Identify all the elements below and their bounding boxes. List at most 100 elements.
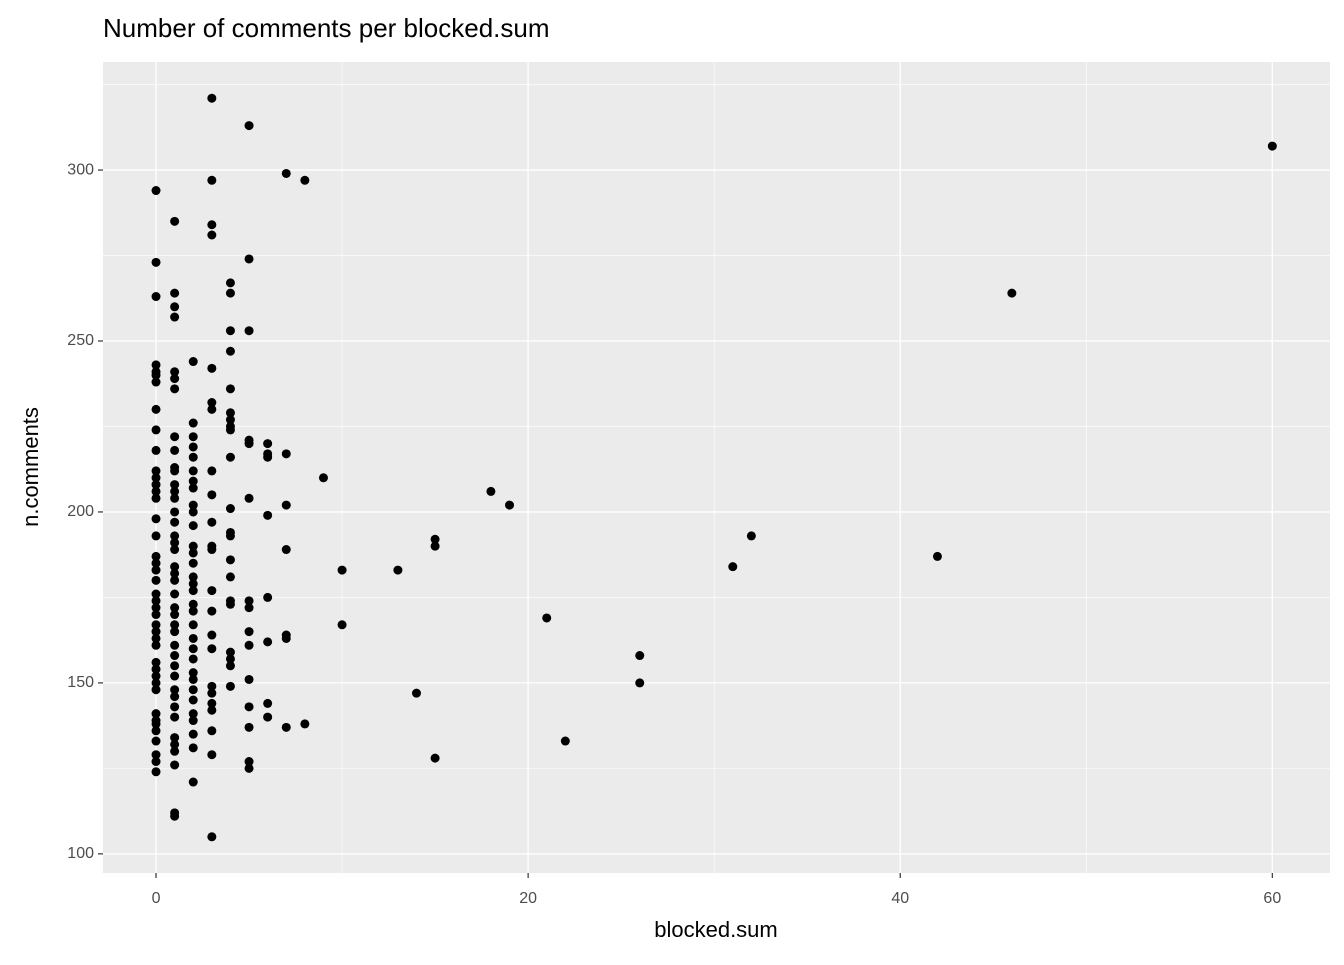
point: [151, 678, 161, 688]
point: [170, 480, 180, 490]
point: [170, 531, 180, 541]
point: [263, 452, 273, 462]
y-tick-label: 100: [67, 845, 94, 862]
point: [207, 630, 217, 640]
point: [151, 257, 161, 267]
point: [151, 186, 161, 196]
point: [263, 698, 273, 708]
point: [188, 668, 198, 678]
point: [151, 370, 161, 380]
point: [188, 644, 198, 654]
point: [188, 541, 198, 551]
point: [188, 432, 198, 442]
point: [170, 811, 180, 821]
point: [225, 654, 235, 664]
point: [318, 473, 328, 483]
point: [188, 466, 198, 476]
point: [170, 216, 180, 226]
point: [170, 575, 180, 585]
point: [170, 374, 180, 384]
point: [225, 384, 235, 394]
point: [188, 685, 198, 695]
point: [151, 377, 161, 387]
point: [225, 425, 235, 435]
point: [207, 398, 217, 408]
point: [151, 627, 161, 637]
point: [170, 302, 180, 312]
point: [151, 514, 161, 524]
point: [188, 558, 198, 568]
point: [188, 586, 198, 596]
point: [207, 586, 217, 596]
point: [244, 596, 254, 606]
point: [225, 346, 235, 356]
point: [151, 664, 161, 674]
point: [151, 292, 161, 302]
point: [244, 763, 254, 773]
point: [188, 777, 198, 787]
point: [263, 712, 273, 722]
point: [170, 538, 180, 548]
point: [188, 579, 198, 589]
point: [225, 555, 235, 565]
point: [225, 531, 235, 541]
point: [263, 592, 273, 602]
point: [188, 507, 198, 517]
y-axis-title: n.comments: [18, 407, 43, 527]
point: [932, 551, 942, 561]
point: [207, 517, 217, 527]
point: [281, 500, 291, 510]
point: [1007, 288, 1017, 298]
point: [225, 599, 235, 609]
point: [411, 688, 421, 698]
point: [151, 640, 161, 650]
x-tick-label: 40: [891, 890, 909, 907]
point: [207, 220, 217, 230]
point: [207, 705, 217, 715]
point: [244, 702, 254, 712]
point: [151, 757, 161, 767]
point: [151, 596, 161, 606]
point: [170, 661, 180, 671]
point: [188, 418, 198, 428]
point: [300, 175, 310, 185]
point: [244, 640, 254, 650]
point: [151, 425, 161, 435]
point: [151, 736, 161, 746]
point: [170, 610, 180, 620]
point: [207, 175, 217, 185]
point: [170, 517, 180, 527]
point: [281, 168, 291, 178]
point: [170, 486, 180, 496]
point: [244, 674, 254, 684]
point: [263, 637, 273, 647]
point: [151, 709, 161, 719]
point: [151, 551, 161, 561]
point: [188, 695, 198, 705]
point: [188, 483, 198, 493]
point: [151, 473, 161, 483]
point: [281, 633, 291, 643]
point: [244, 722, 254, 732]
point: [430, 541, 440, 551]
x-tick-label: 0: [152, 890, 161, 907]
point: [170, 733, 180, 743]
point: [170, 432, 180, 442]
point: [188, 521, 198, 531]
point: [188, 548, 198, 558]
point: [188, 729, 198, 739]
point: [430, 753, 440, 763]
point: [188, 674, 198, 684]
y-tick-label: 250: [67, 332, 94, 349]
point: [170, 445, 180, 455]
point: [337, 565, 347, 575]
point: [188, 442, 198, 452]
point: [225, 452, 235, 462]
point: [542, 613, 552, 623]
point: [151, 657, 161, 667]
point: [170, 739, 180, 749]
point: [337, 620, 347, 630]
point: [151, 767, 161, 777]
point: [151, 620, 161, 630]
